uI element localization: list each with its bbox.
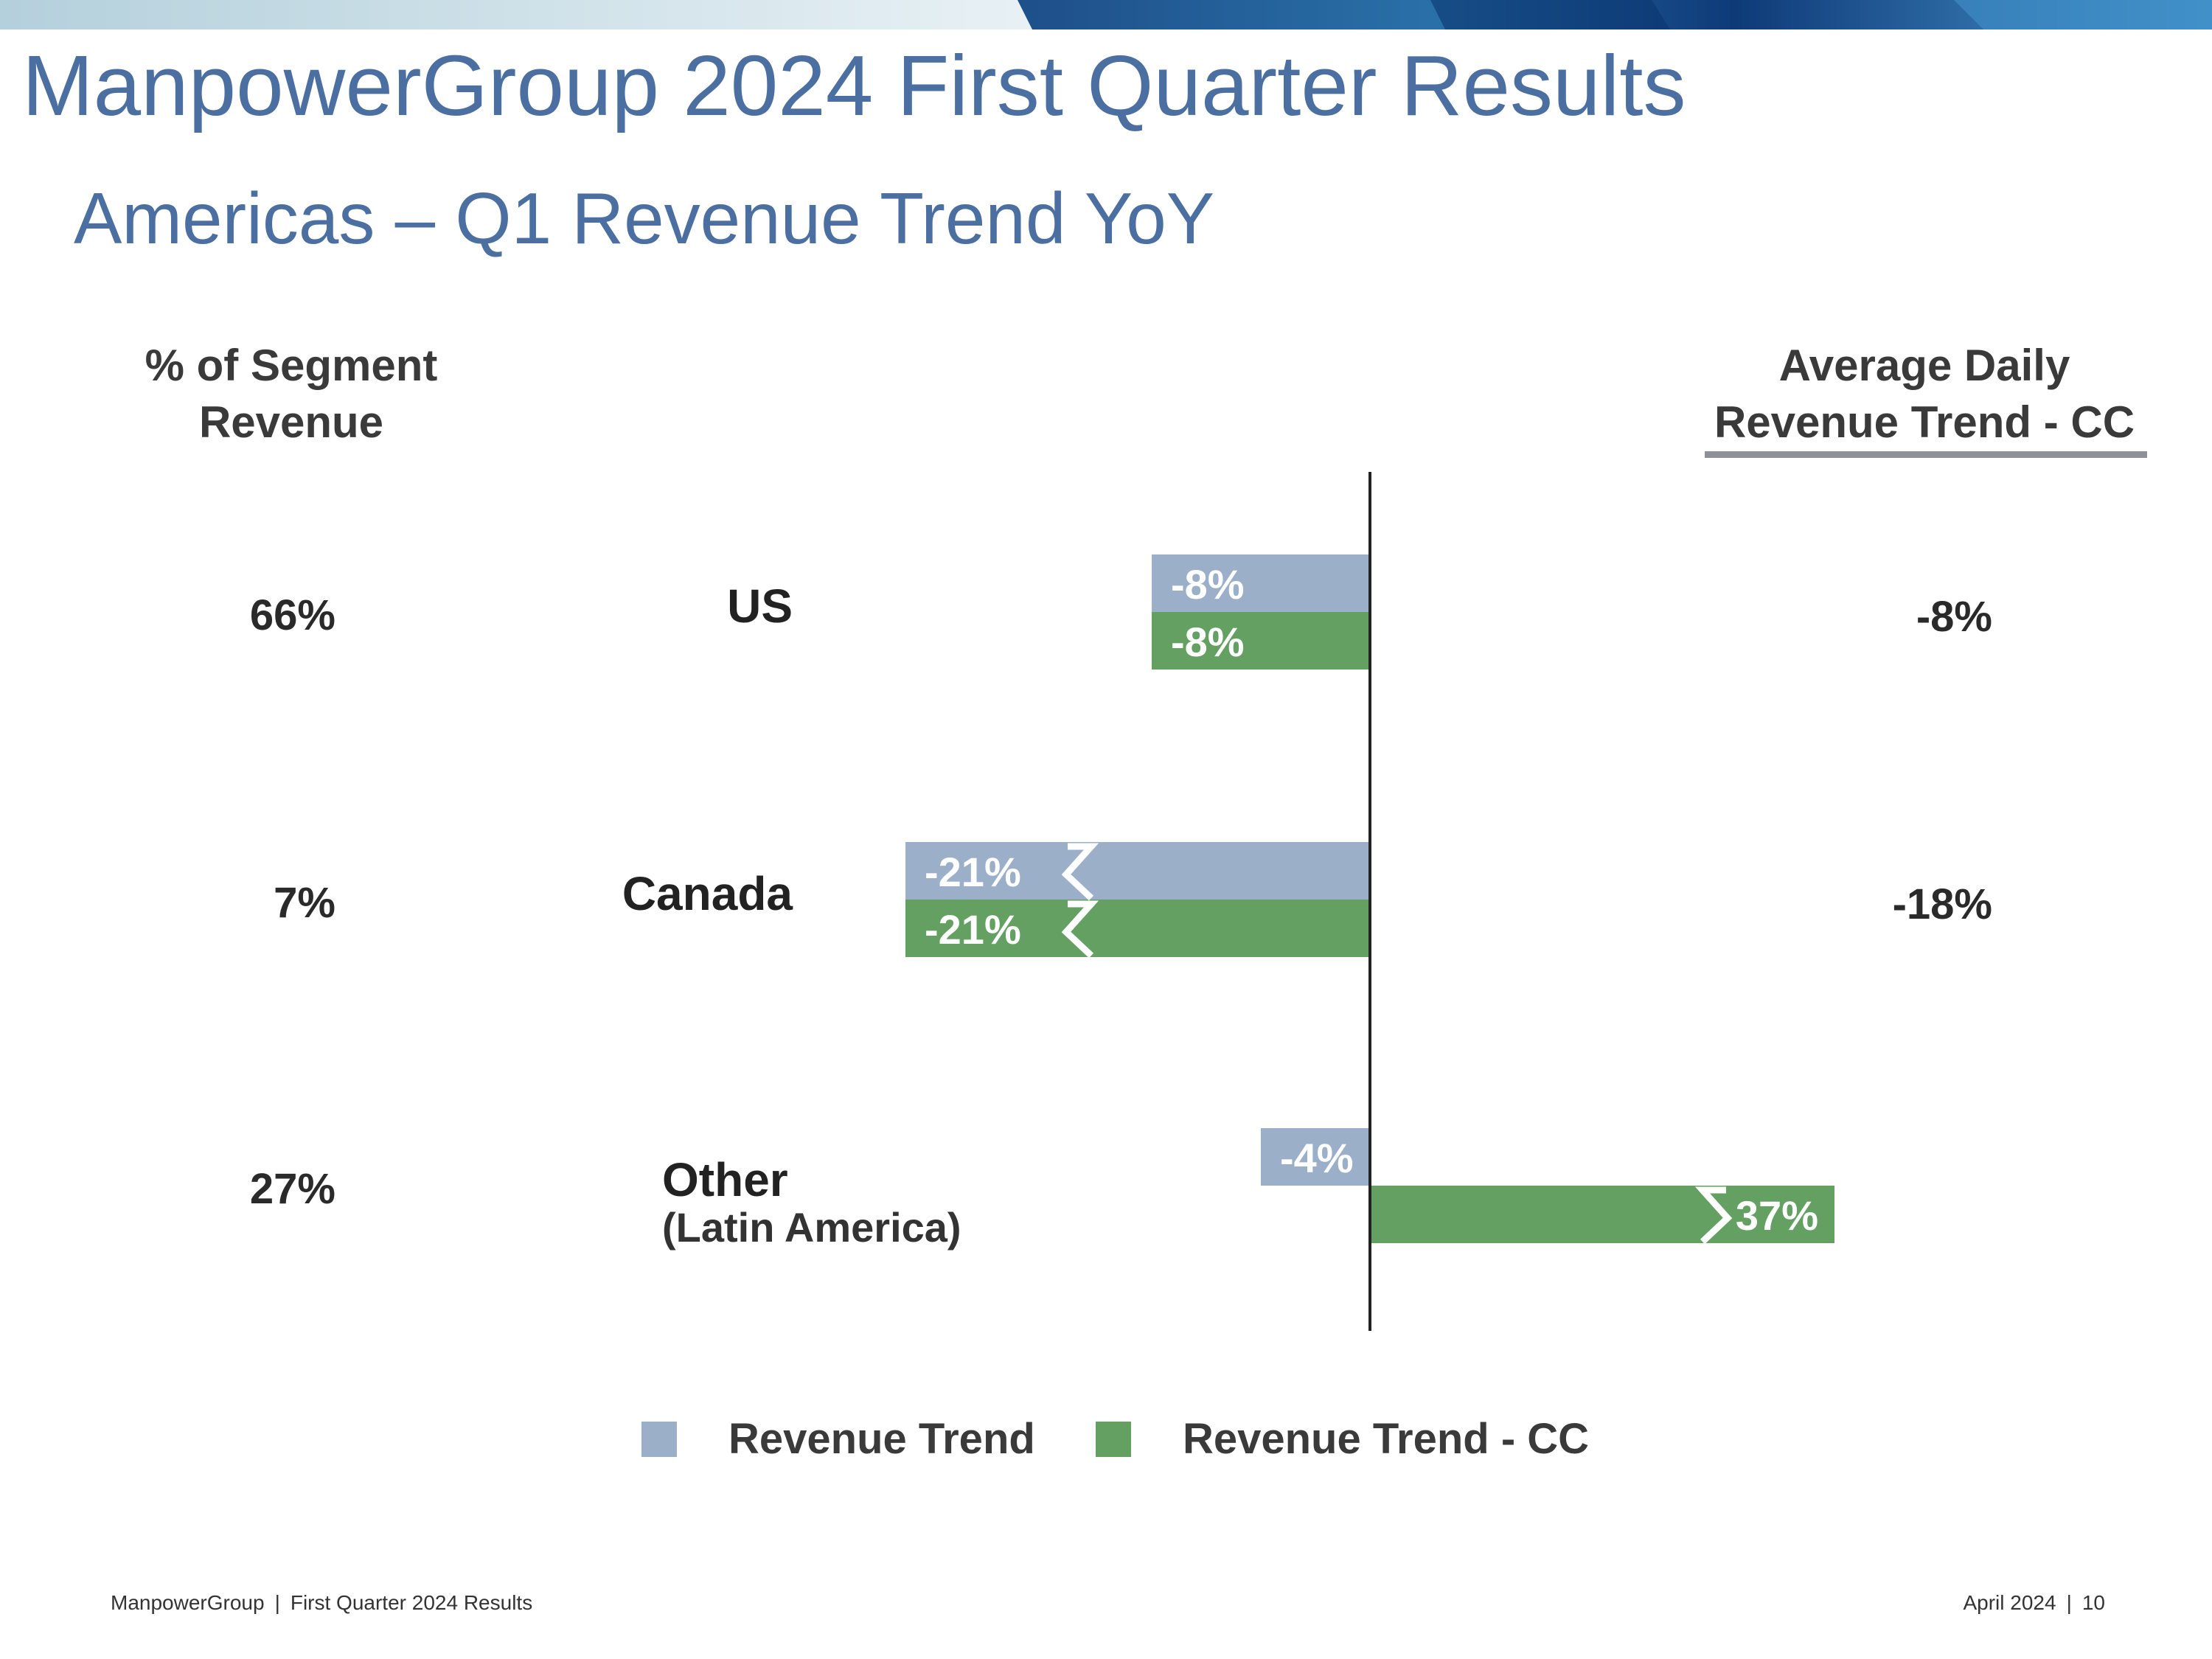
chart-legend: Revenue Trend Revenue Trend - CC xyxy=(641,1410,1589,1464)
legend-label-revenue-trend: Revenue Trend xyxy=(728,1415,1035,1464)
segment-share-canada: 7% xyxy=(274,879,335,927)
legend-label-revenue-trend-cc: Revenue Trend - CC xyxy=(1182,1415,1590,1464)
bar-label-other-revenue-trend-cc: 37% xyxy=(1736,1192,1818,1239)
footer-separator: | xyxy=(2066,1591,2072,1614)
avg-daily-cc-canada: -18% xyxy=(1893,880,1992,928)
footer-date: April 2024 xyxy=(1963,1591,2056,1614)
footer-right: April 2024 | 10 xyxy=(1963,1591,2105,1615)
region-sublabel-other: (Latin America) xyxy=(662,1204,961,1251)
avg-daily-revenue-header-line2: Revenue Trend - CC xyxy=(1714,397,2135,447)
avg-daily-revenue-header: Average Daily Revenue Trend - CC xyxy=(1696,338,2153,451)
axis-break-canada-revenue-trend xyxy=(1061,843,1099,901)
avg-daily-revenue-header-line1: Average Daily xyxy=(1778,341,2070,390)
axis-break-canada-revenue-trend-cc xyxy=(1061,900,1099,959)
bar-label-other-revenue-trend: -4% xyxy=(1280,1135,1354,1181)
segment-share-us: 66% xyxy=(250,591,335,639)
bar-label-canada-revenue-trend: -21% xyxy=(925,849,1021,895)
region-label-other: Other xyxy=(662,1153,788,1206)
region-label-us: US xyxy=(727,580,793,633)
bar-other-revenue-trend-cc xyxy=(1370,1186,1834,1243)
segment-share-header-line1: % of Segment xyxy=(145,341,438,390)
bar-label-canada-revenue-trend-cc: -21% xyxy=(925,906,1021,953)
bar-us-revenue-trend xyxy=(1152,554,1370,612)
bar-label-us-revenue-trend: -8% xyxy=(1171,561,1245,608)
legend-swatch-revenue-trend-cc xyxy=(1095,1421,1131,1457)
bar-label-us-revenue-trend-cc: -8% xyxy=(1171,619,1245,665)
segment-share-header-line2: Revenue xyxy=(198,397,384,447)
footer-report-title: First Quarter 2024 Results xyxy=(290,1591,533,1614)
slide-subtitle: Americas – Q1 Revenue Trend YoY xyxy=(74,178,1215,259)
segment-share-other: 27% xyxy=(250,1165,335,1213)
bar-other-revenue-trend xyxy=(1261,1128,1370,1186)
region-label-canada: Canada xyxy=(622,867,793,920)
bar-us-revenue-trend-cc xyxy=(1152,612,1370,669)
top-banner xyxy=(0,0,2212,29)
segment-share-header: % of Segment Revenue xyxy=(111,338,472,451)
slide-title: ManpowerGroup 2024 First Quarter Results xyxy=(22,38,1686,133)
legend-item-revenue-trend: Revenue Trend xyxy=(641,1411,1035,1464)
axis-break-other-revenue-trend-cc xyxy=(1694,1186,1733,1245)
legend-item-revenue-trend-cc: Revenue Trend - CC xyxy=(1095,1411,1590,1464)
footer-left-separator: | xyxy=(274,1591,280,1614)
header-underline xyxy=(1705,451,2147,458)
avg-daily-cc-us: -8% xyxy=(1916,593,1992,641)
legend-swatch-revenue-trend xyxy=(641,1421,677,1457)
footer-left: ManpowerGroup | First Quarter 2024 Results xyxy=(111,1591,532,1615)
bar-canada-revenue-trend-cc xyxy=(905,900,1370,957)
bar-canada-revenue-trend xyxy=(905,842,1370,900)
footer-company: ManpowerGroup xyxy=(111,1591,265,1614)
page-number: 10 xyxy=(2081,1591,2105,1614)
